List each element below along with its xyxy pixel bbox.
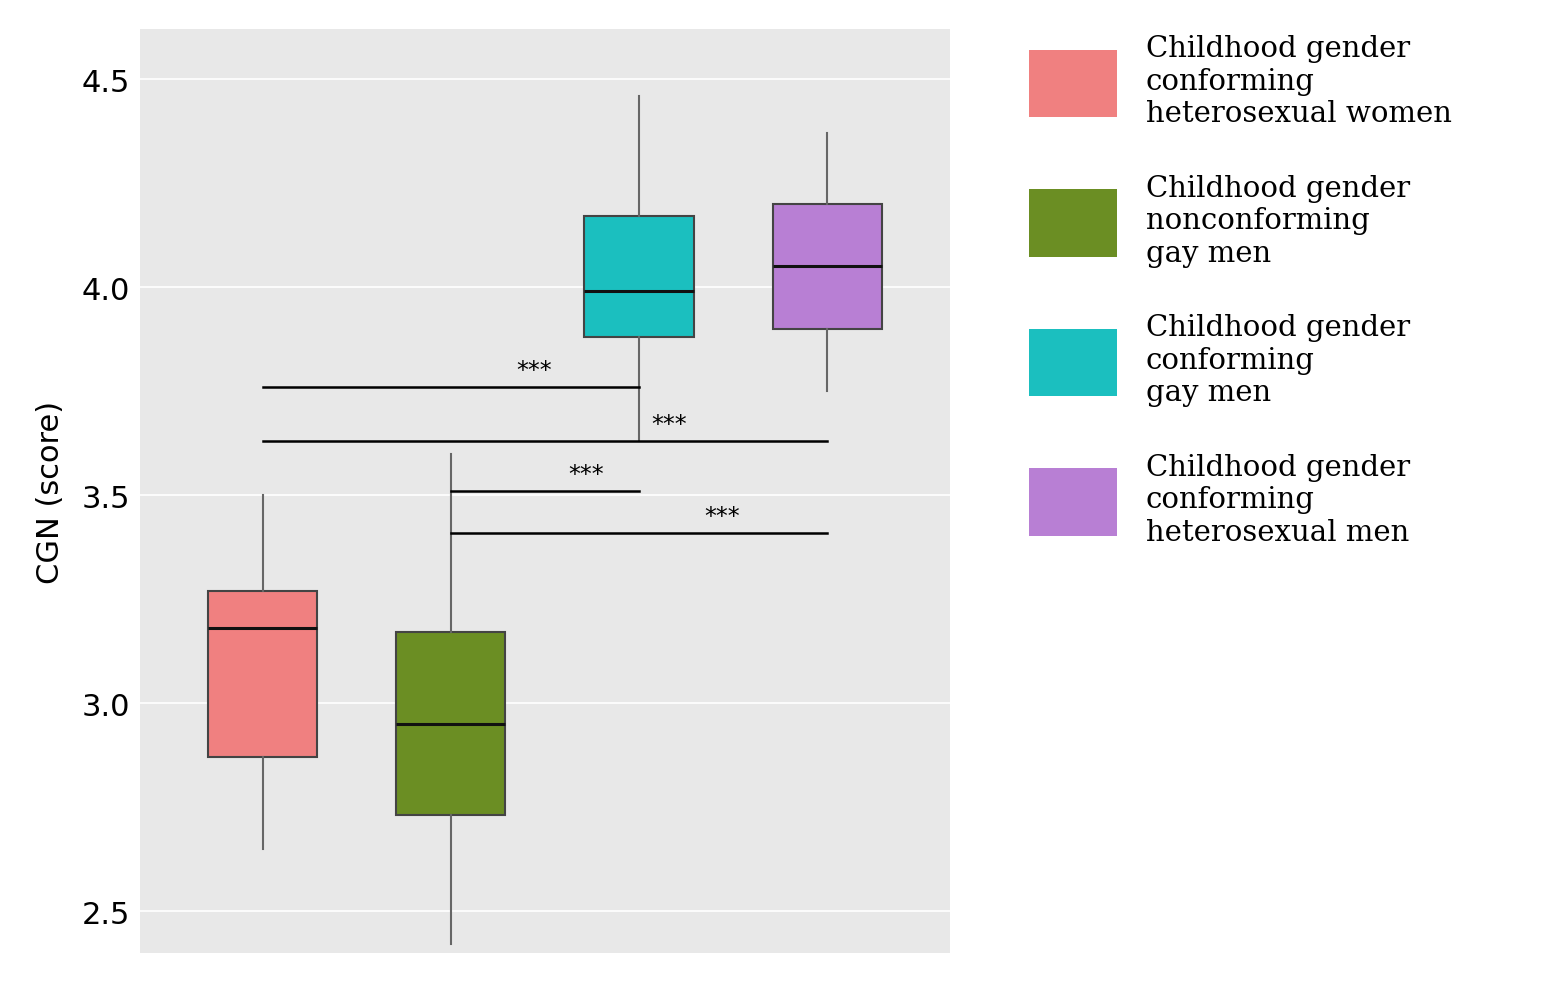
Legend: Childhood gender
conforming
heterosexual women, Childhood gender
nonconforming
g: Childhood gender conforming heterosexual… (1029, 35, 1451, 546)
Bar (584, 217, 694, 338)
Text: ***: *** (704, 505, 740, 528)
Bar (395, 633, 506, 815)
Bar (209, 591, 318, 757)
Bar (772, 205, 881, 329)
Text: ***: *** (515, 359, 551, 382)
Text: ***: *** (651, 412, 687, 436)
Text: ***: *** (568, 462, 604, 486)
Y-axis label: CGN (score): CGN (score) (36, 400, 65, 583)
